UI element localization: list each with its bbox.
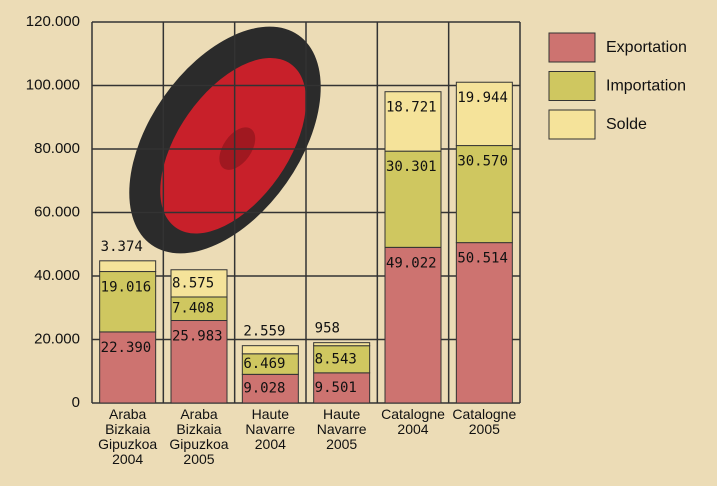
x-tick-label-line: 2004: [397, 421, 428, 437]
legend-label: Solde: [606, 116, 647, 133]
x-tick-label-line: Araba: [109, 406, 147, 422]
value-label: 9.028: [243, 381, 285, 397]
x-tick-label-line: Gipuzkoa: [169, 436, 228, 452]
value-label: 22.390: [101, 340, 152, 356]
x-tick-label-line: Gipuzkoa: [98, 436, 157, 452]
bar-segment: [100, 261, 156, 272]
value-label: 8.543: [315, 351, 357, 367]
x-tick-label-line: Haute: [323, 406, 361, 422]
x-tick-label-line: 2004: [112, 451, 143, 467]
value-label: 30.570: [457, 154, 508, 170]
value-label: 3.374: [101, 239, 143, 255]
value-label: 8.575: [172, 275, 214, 291]
legend-swatch: [549, 33, 595, 62]
value-label: 25.983: [172, 329, 223, 345]
value-label: 958: [315, 321, 340, 337]
value-label: 49.022: [386, 255, 437, 271]
x-tick-label-line: 2005: [183, 451, 214, 467]
value-label: 18.721: [386, 100, 437, 116]
legend-swatch: [549, 110, 595, 139]
value-label: 50.514: [457, 251, 508, 267]
x-tick-label-line: Catalogne: [381, 406, 445, 422]
y-tick-label: 80.000: [34, 140, 80, 157]
legend-label: Exportation: [606, 39, 687, 56]
bar-segment: [242, 346, 298, 354]
x-tick-label-line: Bizkaia: [105, 421, 150, 437]
y-tick-label: 60.000: [34, 203, 80, 220]
x-tick-label-line: Catalogne: [452, 406, 516, 422]
value-label: 2.559: [243, 324, 285, 340]
value-label: 30.301: [386, 159, 437, 175]
x-tick-label-line: 2004: [255, 436, 286, 452]
y-tick-label: 120.000: [26, 13, 80, 30]
y-tick-label: 100.000: [26, 76, 80, 93]
x-tick-label-line: Navarre: [317, 421, 367, 437]
value-label: 19.944: [457, 90, 508, 106]
value-label: 19.016: [101, 280, 152, 296]
bar-segment: [314, 343, 370, 346]
value-label: 6.469: [243, 356, 285, 372]
value-label: 7.408: [172, 301, 214, 317]
legend-label: Importation: [606, 78, 686, 95]
legend-swatch: [549, 72, 595, 101]
value-label: 9.501: [315, 380, 357, 396]
x-tick-label-line: Araba: [180, 406, 218, 422]
x-tick-label-line: Bizkaia: [176, 421, 221, 437]
y-tick-label: 40.000: [34, 267, 80, 284]
x-tick-label-line: 2005: [326, 436, 357, 452]
y-tick-label: 20.000: [34, 330, 80, 347]
x-tick-label-line: 2005: [469, 421, 500, 437]
bar-segment: [456, 243, 512, 403]
y-tick-label: 0: [72, 394, 80, 411]
x-tick-label-line: Navarre: [245, 421, 295, 437]
chart: 0 20.000 40.000 60.000 80.000 100.000 120.000 2…: [0, 0, 717, 486]
x-tick-label-line: Haute: [252, 406, 290, 422]
